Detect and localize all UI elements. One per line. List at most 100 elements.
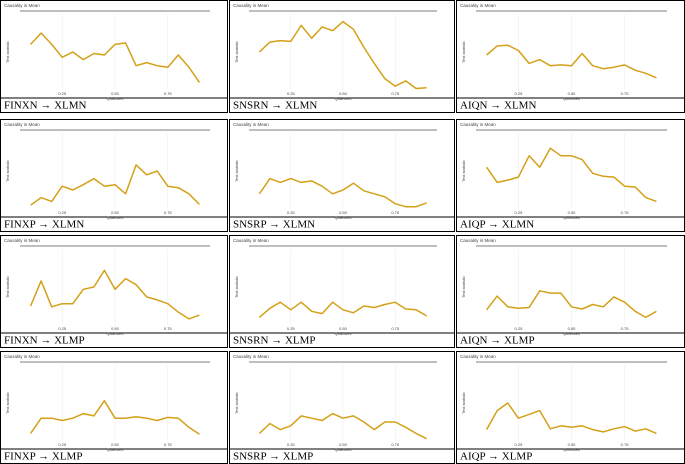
x-axis-label: Quantiles — [335, 96, 352, 101]
panel-title: Causality in Mean — [233, 238, 269, 243]
x-tick-label: 0.25 — [58, 326, 67, 331]
x-tick-label: 0.50 — [339, 91, 348, 96]
data-line — [258, 301, 427, 318]
x-axis-label: Quantiles — [335, 331, 352, 336]
x-tick-label: 0.50 — [339, 326, 348, 331]
x-tick-label: 0.50 — [568, 91, 577, 96]
panel-title: Causality in Mean — [4, 3, 40, 8]
data-line — [29, 269, 200, 320]
x-tick-label: 0.50 — [111, 91, 120, 96]
panel-title: Causality in Mean — [233, 3, 269, 8]
panel-caption: AIQN → XLMN — [460, 100, 536, 112]
x-tick-label: 0.75 — [391, 326, 400, 331]
x-axis-label: Quantiles — [563, 96, 580, 101]
data-line — [30, 32, 201, 83]
data-line — [485, 147, 657, 203]
x-tick-label: 0.75 — [164, 210, 173, 215]
data-line — [258, 177, 427, 208]
x-tick-label: 0.75 — [621, 91, 630, 96]
x-tick-label: 0.25 — [287, 210, 296, 215]
panel-title: Causality in Mean — [4, 354, 40, 359]
x-tick-label: 0.25 — [515, 91, 524, 96]
data-line — [258, 20, 427, 90]
x-tick-label: 0.25 — [515, 210, 524, 215]
x-tick-label: 0.75 — [391, 442, 400, 447]
x-tick-label: 0.25 — [58, 91, 67, 96]
x-axis-label: Quantiles — [107, 96, 124, 101]
panel-title: Causality in Mean — [233, 122, 269, 127]
y-axis-label: Test statistic — [234, 392, 239, 414]
data-line — [486, 44, 657, 79]
x-tick-label: 0.50 — [568, 210, 577, 215]
panel-caption: FINXP → XLMN — [4, 219, 84, 231]
panel-frame — [229, 235, 455, 348]
x-axis-label: Quantiles — [107, 447, 124, 452]
x-tick-label: 0.50 — [111, 326, 120, 331]
x-tick-label: 0.75 — [391, 91, 400, 96]
x-tick-label: 0.75 — [621, 210, 630, 215]
panel-frame — [229, 0, 455, 113]
x-axis-label: Quantiles — [563, 215, 580, 220]
panel-caption: FINXN → XLMP — [4, 335, 85, 347]
panel-title: Causality in Mean — [460, 238, 496, 243]
x-tick-label: 0.75 — [164, 442, 173, 447]
panel-caption: AIQP → XLMP — [460, 451, 532, 463]
panel-frame — [0, 119, 228, 232]
panel-caption: FINXN → XLMN — [4, 100, 87, 112]
data-line — [29, 399, 200, 435]
panel-title: Causality in Mean — [4, 122, 40, 127]
x-axis-label: Quantiles — [335, 215, 352, 220]
x-tick-label: 0.75 — [164, 91, 173, 96]
panel-frame — [0, 235, 228, 348]
x-tick-label: 0.25 — [515, 326, 524, 331]
panel-title: Causality in Mean — [460, 354, 496, 359]
panel-caption: FINXP → XLMP — [4, 451, 82, 463]
panel-caption: SNSRN → XLMN — [233, 100, 317, 112]
x-tick-label: 0.50 — [568, 442, 577, 447]
panel-caption: SNSRP → XLMP — [233, 451, 313, 463]
x-tick-label: 0.25 — [515, 442, 524, 447]
x-tick-label: 0.50 — [339, 442, 348, 447]
panel-caption: AIQP → XLMN — [460, 219, 534, 231]
x-tick-label: 0.75 — [164, 326, 173, 331]
y-axis-label: Test statistic — [461, 276, 466, 298]
y-axis-label: Test statistic — [5, 276, 10, 298]
x-axis-label: Quantiles — [563, 331, 580, 336]
y-axis-label: Test statistic — [234, 41, 239, 63]
x-tick-label: 0.50 — [111, 442, 120, 447]
y-axis-label: Test statistic — [461, 160, 466, 182]
data-line — [486, 290, 657, 319]
panel-frame — [229, 119, 455, 232]
y-axis-label: Test statistic — [5, 41, 10, 63]
data-line — [258, 412, 427, 440]
x-tick-label: 0.25 — [58, 442, 67, 447]
y-axis-label: Test statistic — [234, 276, 239, 298]
x-tick-label: 0.75 — [621, 442, 630, 447]
panel-title: Causality in Mean — [460, 122, 496, 127]
y-axis-label: Test statistic — [461, 392, 466, 414]
x-tick-label: 0.25 — [58, 210, 67, 215]
x-axis-label: Quantiles — [107, 331, 124, 336]
x-tick-label: 0.25 — [287, 442, 296, 447]
x-axis-label: Quantiles — [563, 447, 580, 452]
panel-title: Causality in Mean — [233, 354, 269, 359]
panel-caption: SNSRP → XLMN — [233, 219, 315, 231]
x-tick-label: 0.75 — [621, 326, 630, 331]
panel-caption: AIQN → XLMP — [460, 335, 535, 347]
x-axis-label: Quantiles — [107, 215, 124, 220]
y-axis-label: Test statistic — [461, 41, 466, 63]
x-tick-label: 0.25 — [287, 326, 296, 331]
x-tick-label: 0.75 — [391, 210, 400, 215]
x-tick-label: 0.50 — [111, 210, 120, 215]
panel-title: Causality in Mean — [4, 238, 40, 243]
x-tick-label: 0.50 — [339, 210, 348, 215]
y-axis-label: Test statistic — [5, 392, 10, 414]
data-line — [485, 402, 657, 435]
panel-caption: SNSRN → XLMP — [233, 335, 316, 347]
panel-frame — [0, 0, 228, 113]
y-axis-label: Test statistic — [234, 160, 239, 182]
panel-title: Causality in Mean — [460, 3, 496, 8]
x-tick-label: 0.25 — [287, 91, 296, 96]
x-tick-label: 0.50 — [568, 326, 577, 331]
